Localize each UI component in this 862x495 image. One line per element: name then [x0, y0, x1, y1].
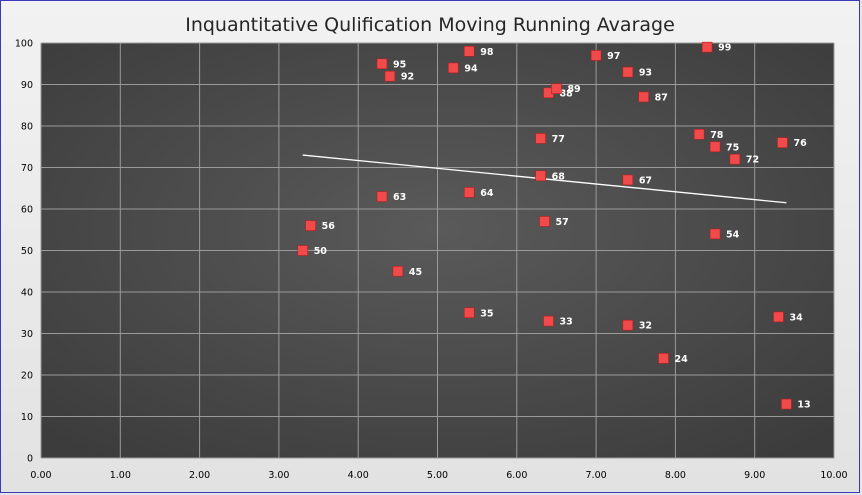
data-label: 45: [409, 267, 422, 278]
data-label: 75: [726, 142, 739, 153]
data-point: [384, 70, 396, 82]
chart-title: Inquantitative Qulification Moving Runni…: [185, 14, 675, 36]
data-point: [463, 45, 475, 57]
data-point: [376, 58, 388, 70]
data-label: 93: [639, 68, 652, 79]
gridlines: [40, 42, 835, 459]
data-label: 72: [746, 155, 759, 166]
axis-ticks: 0 10 20 30 40 50 60 70 80 90 100 0.00 1.00 2.00 3.00 4.…: [15, 39, 848, 482]
data-label: 34: [789, 312, 803, 323]
y-tick-label: 70: [21, 163, 33, 174]
data-point: [392, 265, 404, 277]
data-label: 88: [560, 88, 574, 99]
data-label: 54: [726, 229, 740, 240]
data-label: 77: [552, 134, 565, 145]
data-point: [622, 319, 634, 331]
y-tick-label: 20: [21, 371, 33, 382]
data-label: 94: [464, 63, 478, 74]
data-label: 13: [797, 400, 810, 411]
y-tick-label: 40: [21, 288, 33, 299]
data-label: 63: [393, 192, 406, 203]
data-point: [448, 62, 459, 74]
data-point: [551, 83, 562, 94]
y-tick-label: 60: [21, 205, 33, 216]
data-label: 97: [607, 51, 620, 62]
data-label: 33: [560, 317, 573, 328]
data-label: 95: [393, 59, 406, 70]
data-point: [781, 398, 792, 410]
x-tick-label: 8.00: [665, 470, 686, 481]
data-point: [590, 50, 602, 61]
data-label: 64: [480, 188, 494, 199]
y-tick-label: 0: [27, 454, 33, 465]
data-label: 57: [556, 217, 569, 228]
data-point: [709, 141, 721, 153]
data-point: [463, 187, 475, 198]
data-point: [773, 311, 784, 323]
data-point: [463, 307, 475, 319]
x-tick-label: 6.00: [506, 470, 527, 481]
x-tick-label: 7.00: [586, 470, 607, 481]
data-label: 56: [322, 221, 336, 232]
x-tick-label: 3.00: [268, 470, 289, 481]
data-label: 92: [401, 72, 414, 83]
data-point: [297, 245, 308, 256]
x-tick-label: 9.00: [744, 470, 765, 481]
x-tick-label: 5.00: [427, 470, 448, 481]
data-label: 87: [655, 92, 668, 103]
y-tick-label: 80: [21, 122, 33, 133]
data-label: 99: [718, 43, 731, 54]
y-tick-label: 100: [15, 39, 33, 50]
data-point: [777, 137, 788, 148]
y-tick-label: 90: [21, 80, 33, 91]
data-label: 78: [710, 130, 724, 141]
data-label: 32: [639, 321, 652, 332]
data-point: [535, 133, 546, 144]
y-tick-label: 50: [21, 246, 33, 257]
data-point: [539, 216, 550, 227]
data-point: [622, 174, 634, 186]
data-label: 89: [567, 84, 580, 95]
data-point: [376, 191, 388, 202]
data-label: 76: [793, 138, 807, 149]
data-point: [638, 91, 649, 103]
data-point: [658, 353, 669, 364]
data-label: 50: [314, 246, 328, 257]
data-label: 68: [552, 171, 566, 182]
data-point: [729, 153, 741, 165]
data-point: [543, 315, 554, 327]
x-tick-label: 2.00: [189, 470, 210, 481]
data-point: [622, 66, 634, 78]
data-label: 98: [480, 47, 494, 58]
data-point: [693, 129, 705, 140]
y-tick-label: 30: [21, 329, 33, 340]
data-point: [535, 170, 546, 182]
data-point: [709, 228, 721, 240]
x-tick-label: 0.00: [30, 470, 51, 481]
x-tick-label: 1.00: [110, 470, 131, 481]
data-label: 35: [480, 308, 493, 319]
x-tick-label: 10.00: [820, 470, 847, 481]
y-tick-label: 10: [21, 412, 33, 423]
data-point: [305, 220, 316, 231]
data-label: 67: [639, 175, 652, 186]
x-tick-label: 4.00: [348, 470, 369, 481]
data-point: [701, 41, 713, 53]
data-label: 24: [675, 354, 689, 365]
